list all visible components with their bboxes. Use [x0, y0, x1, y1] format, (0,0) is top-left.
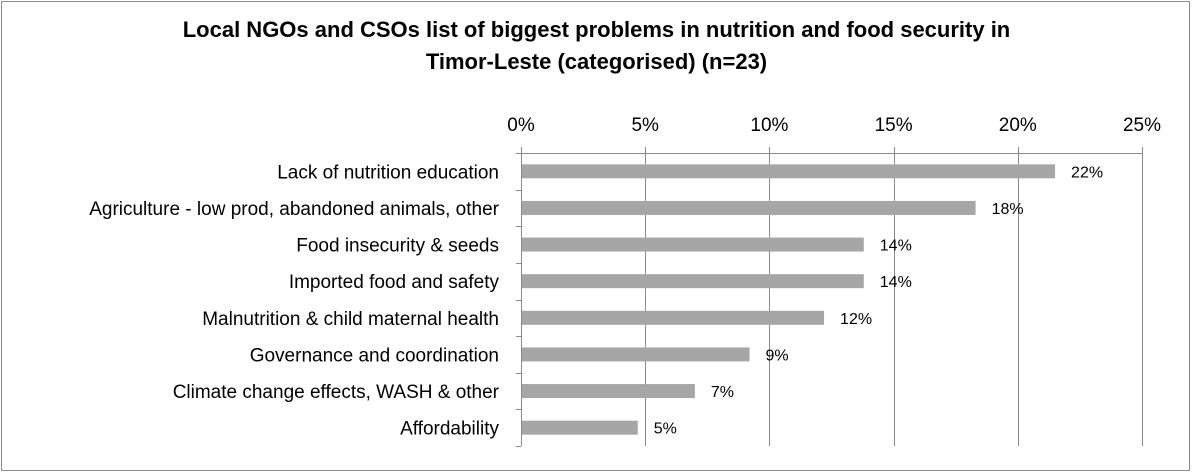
- x-tick-label-5: 25%: [1123, 115, 1161, 136]
- data-label-6: 7%: [711, 384, 734, 401]
- category-label-6: Climate change effects, WASH & other: [173, 382, 500, 403]
- x-tick-label-0: 0%: [507, 115, 535, 136]
- bar-0: [522, 164, 1056, 179]
- category-label-5: Governance and coordination: [250, 345, 499, 366]
- data-label-4: 12%: [840, 311, 872, 328]
- chart-title-line-2: Timor-Leste (categorised) (n=23): [425, 49, 768, 74]
- x-tick-label-1: 5%: [631, 115, 659, 136]
- data-label-1: 18%: [992, 201, 1024, 218]
- chart-title-line-1: Local NGOs and CSOs list of biggest prob…: [182, 17, 1011, 42]
- bar-5: [522, 347, 750, 362]
- chart-title: Local NGOs and CSOs list of biggest prob…: [0, 14, 1193, 78]
- category-label-4: Malnutrition & child maternal health: [202, 309, 499, 330]
- bar-3: [522, 274, 864, 289]
- data-label-3: 14%: [880, 274, 912, 291]
- data-label-7: 5%: [654, 421, 677, 438]
- category-label-2: Food insecurity & seeds: [296, 236, 499, 257]
- bar-6: [522, 384, 695, 399]
- data-label-5: 9%: [766, 347, 789, 364]
- category-label-3: Imported food and safety: [289, 272, 500, 293]
- bar-7: [522, 420, 638, 435]
- data-label-2: 14%: [880, 238, 912, 255]
- x-tick-label-3: 15%: [875, 115, 913, 136]
- x-tick-label-4: 20%: [999, 115, 1037, 136]
- category-label-0: Lack of nutrition education: [277, 162, 499, 183]
- bar-2: [522, 237, 864, 252]
- category-label-1: Agriculture - low prod, abandoned animal…: [89, 199, 499, 220]
- x-tick-label-2: 10%: [750, 115, 788, 136]
- category-label-7: Affordability: [400, 419, 499, 440]
- bar-4: [522, 310, 825, 325]
- data-label-0: 22%: [1071, 164, 1103, 181]
- bar-1: [522, 200, 976, 215]
